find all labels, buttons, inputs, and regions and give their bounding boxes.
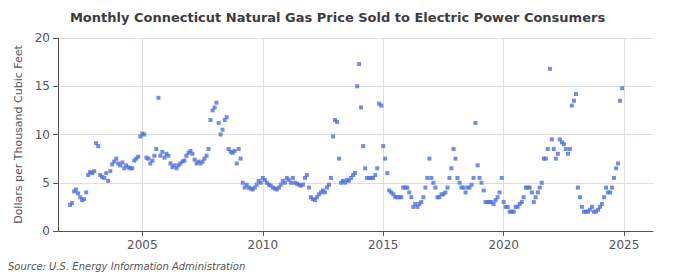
svg-text:Monthly Connecticut Natural Ga: Monthly Connecticut Natural Gas Price So… — [70, 10, 606, 25]
svg-text:0: 0 — [42, 224, 50, 238]
svg-text:2005: 2005 — [127, 238, 158, 252]
svg-text:2015: 2015 — [368, 238, 399, 252]
svg-text:2025: 2025 — [609, 238, 640, 252]
svg-text:2010: 2010 — [247, 238, 278, 252]
svg-text:10: 10 — [35, 128, 50, 142]
svg-text:Source: U.S. Energy Informatio: Source: U.S. Energy Information Administ… — [8, 261, 245, 272]
svg-text:15: 15 — [35, 79, 50, 93]
svg-text:20: 20 — [35, 31, 50, 45]
svg-text:2020: 2020 — [488, 238, 519, 252]
svg-text:5: 5 — [42, 176, 50, 190]
svg-text:Dollars per Thousand Cubic Fee: Dollars per Thousand Cubic Feet — [12, 44, 25, 223]
